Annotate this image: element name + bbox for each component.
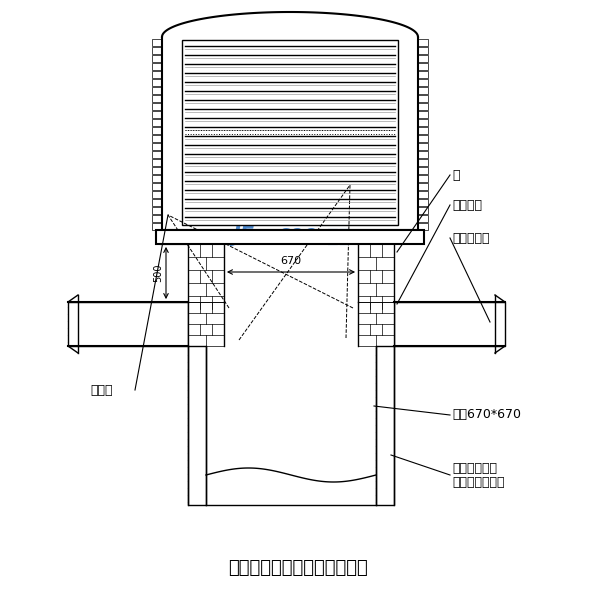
Bar — [418, 47, 428, 54]
Bar — [68, 302, 188, 346]
Bar — [188, 244, 224, 302]
Bar — [152, 55, 162, 62]
Bar — [152, 111, 162, 118]
Bar — [152, 95, 162, 102]
Bar — [418, 111, 428, 118]
Bar — [418, 119, 428, 126]
Bar — [394, 302, 505, 346]
Text: 风管670*670: 风管670*670 — [452, 409, 521, 421]
Bar — [156, 230, 424, 244]
Text: COO: COO — [277, 227, 318, 245]
Bar — [152, 159, 162, 166]
Bar — [188, 346, 206, 505]
Text: 钢筋混凝土: 钢筋混凝土 — [452, 231, 490, 245]
Bar — [152, 215, 162, 222]
Bar — [152, 167, 162, 174]
Bar — [418, 159, 428, 166]
Bar — [418, 207, 428, 214]
Bar — [152, 175, 162, 182]
Text: JF: JF — [232, 226, 254, 246]
Bar — [152, 191, 162, 198]
Bar — [376, 346, 394, 505]
Bar — [152, 207, 162, 214]
Bar — [418, 175, 428, 182]
Text: 室内可接风管: 室内可接风管 — [452, 462, 497, 474]
Bar — [182, 40, 398, 225]
Bar — [418, 55, 428, 62]
Bar — [418, 127, 428, 134]
Bar — [418, 215, 428, 222]
Text: 下出风机型安装示意图（二）: 下出风机型安装示意图（二） — [228, 559, 368, 577]
Bar — [152, 151, 162, 158]
Bar — [418, 87, 428, 94]
Text: 670: 670 — [281, 256, 301, 266]
Bar — [152, 71, 162, 78]
Bar — [152, 119, 162, 126]
Bar — [152, 47, 162, 54]
Bar — [152, 63, 162, 70]
Bar — [418, 135, 428, 142]
Bar — [152, 87, 162, 94]
Bar — [418, 71, 428, 78]
Bar — [418, 223, 428, 230]
Bar — [152, 127, 162, 134]
Bar — [418, 95, 428, 102]
Bar — [418, 79, 428, 86]
Text: 加强筋: 加强筋 — [90, 384, 112, 396]
Bar — [418, 103, 428, 110]
Bar — [152, 199, 162, 206]
Bar — [152, 223, 162, 230]
Bar — [418, 191, 428, 198]
Bar — [418, 151, 428, 158]
Bar — [418, 63, 428, 70]
Bar — [418, 39, 428, 46]
Bar — [152, 103, 162, 110]
Bar — [358, 244, 394, 302]
Bar — [418, 183, 428, 190]
Text: 500: 500 — [153, 264, 163, 282]
Bar — [152, 183, 162, 190]
Bar — [418, 143, 428, 150]
Text: 砖: 砖 — [452, 168, 460, 181]
Bar — [418, 167, 428, 174]
Text: 防水处理: 防水处理 — [452, 199, 482, 211]
Bar — [152, 135, 162, 142]
Bar — [152, 39, 162, 46]
Text: 及各种可调风咀: 及各种可调风咀 — [452, 477, 504, 490]
Text: 佳锋: 佳锋 — [327, 227, 350, 246]
Bar — [358, 302, 394, 346]
Bar — [188, 302, 224, 346]
Bar — [152, 143, 162, 150]
Bar — [418, 199, 428, 206]
Bar — [152, 79, 162, 86]
